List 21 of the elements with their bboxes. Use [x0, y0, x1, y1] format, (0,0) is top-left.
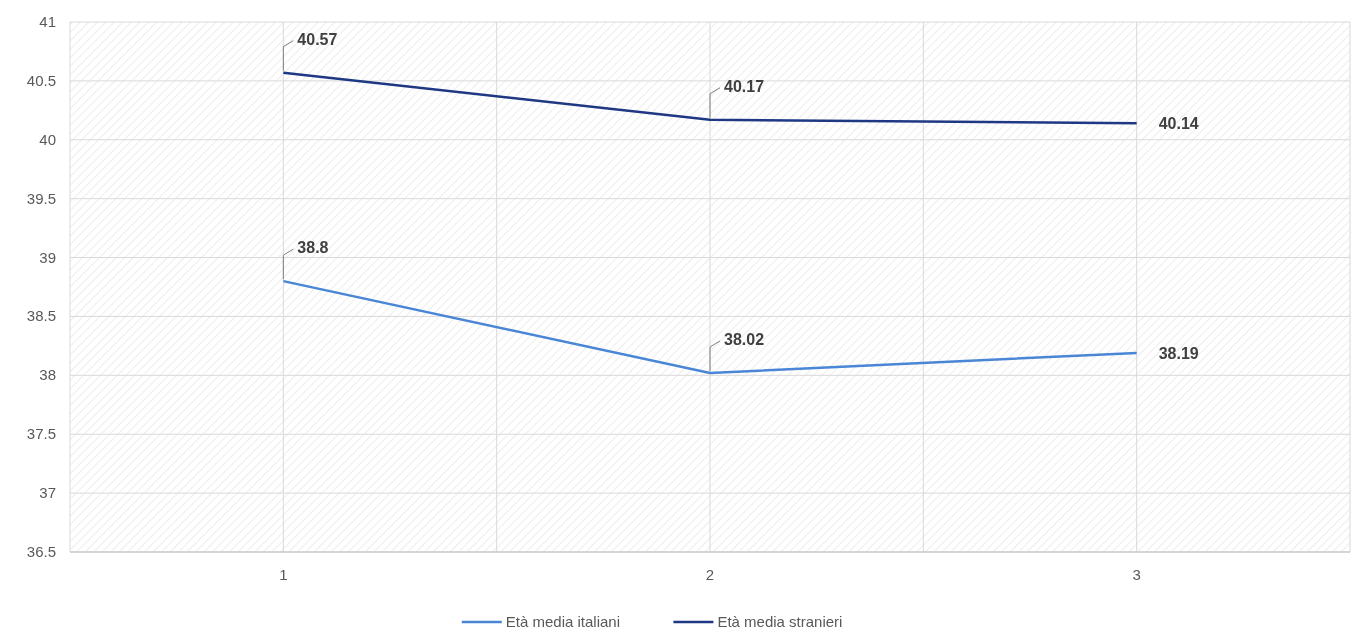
y-tick-label: 36.5	[26, 543, 56, 560]
x-tick-label: 3	[1132, 566, 1141, 583]
data-label: 40.17	[724, 77, 765, 95]
x-tick-label: 2	[705, 566, 715, 583]
data-label: 38.02	[724, 330, 765, 348]
legend-label: Età media stranieri	[717, 613, 843, 630]
x-tick-label: 1	[279, 566, 288, 583]
data-label: 38.8	[297, 239, 329, 257]
y-tick-label: 40.5	[26, 71, 56, 89]
legend-label: Età media italiani	[505, 613, 621, 630]
y-tick-label: 38	[39, 366, 56, 384]
y-tick-label: 39.5	[26, 189, 56, 207]
data-label: 40.14	[1158, 115, 1199, 133]
y-tick-label: 39	[39, 248, 56, 266]
data-label: 38.19	[1158, 344, 1199, 362]
y-tick-label: 37.5	[26, 425, 56, 443]
y-tick-label: 40	[39, 130, 56, 148]
data-label: 40.57	[297, 30, 338, 48]
y-tick-label: 37	[39, 484, 56, 502]
y-tick-label: 41	[39, 13, 56, 30]
y-tick-label: 38.5	[26, 307, 56, 325]
